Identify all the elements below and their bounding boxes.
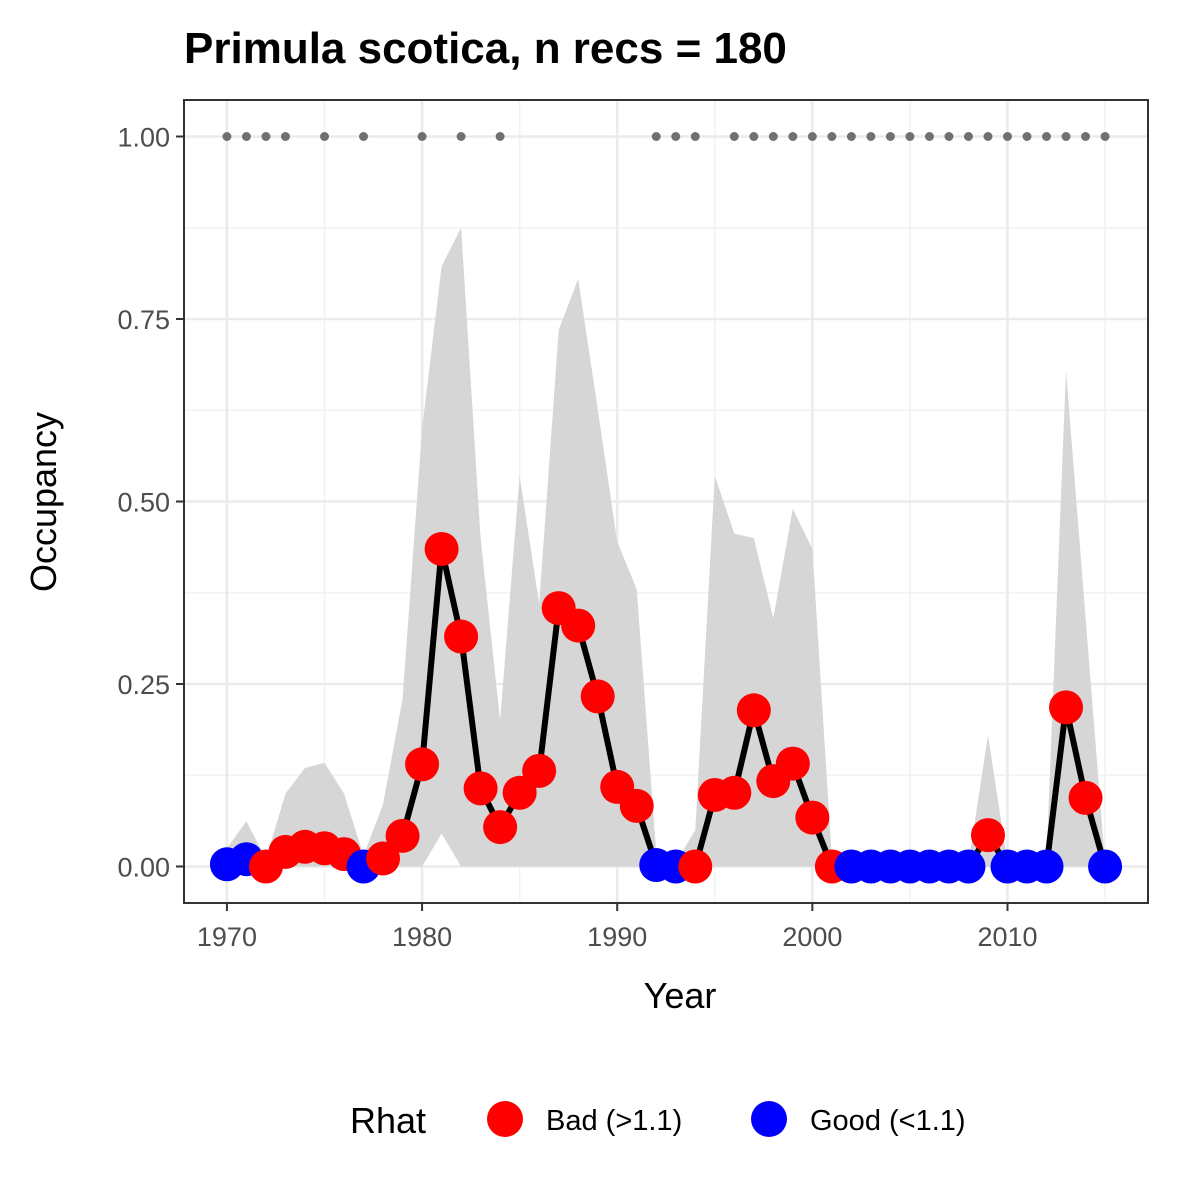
legend-title: Rhat (350, 1100, 426, 1141)
occupancy-point (736, 693, 771, 728)
record-point (495, 132, 505, 141)
occupancy-point (424, 531, 459, 566)
record-point (359, 132, 369, 141)
credible-interval-ribbon-group (226, 227, 1106, 867)
record-points (222, 132, 1110, 141)
record-point (807, 132, 817, 141)
legend-label-bad: Bad (>1.1) (546, 1105, 682, 1137)
occupancy-point (775, 746, 810, 781)
credible-interval-ribbon (226, 227, 1106, 867)
legend-key-good (751, 1101, 787, 1137)
occupancy-point (1049, 690, 1084, 725)
y-tick-label: 0.75 (117, 305, 170, 335)
occupancy-point (502, 775, 537, 810)
legend-label-good: Good (<1.1) (810, 1105, 966, 1137)
record-point (944, 132, 954, 141)
occupancy-point (619, 788, 654, 823)
occupancy-point (444, 619, 479, 654)
occupancy-point (385, 818, 420, 853)
record-point (1022, 132, 1032, 141)
record-point (280, 132, 290, 141)
record-point (768, 132, 778, 141)
occupancy-line (226, 546, 1108, 870)
y-tick-label: 1.00 (117, 123, 170, 153)
occupancy-point (717, 775, 752, 810)
record-point (1100, 132, 1110, 141)
record-point (417, 132, 427, 141)
record-point (983, 132, 993, 141)
record-point (456, 132, 466, 141)
x-tick-label: 1990 (587, 922, 647, 952)
record-point (651, 132, 661, 141)
y-tick-label: 0.00 (117, 853, 170, 883)
occupancy-line-group (226, 546, 1108, 870)
record-point (924, 132, 934, 141)
occupancy-point (1068, 780, 1103, 815)
occupancy-point (561, 608, 596, 643)
record-point (690, 132, 700, 141)
y-axis-title: Occupancy (23, 412, 64, 592)
x-tick-label: 1980 (392, 922, 452, 952)
occupancy-point (366, 841, 401, 876)
occupancy-point (1029, 849, 1064, 884)
occupancy-point (405, 747, 440, 782)
record-point (241, 132, 251, 141)
x-tick-label: 1970 (197, 922, 257, 952)
y-tick-label: 0.25 (117, 670, 170, 700)
record-point (885, 132, 895, 141)
occupancy-point (970, 818, 1005, 853)
record-point (1002, 132, 1012, 141)
record-point (1081, 132, 1091, 141)
legend: Rhat Bad (>1.1) Good (<1.1) (350, 1100, 966, 1141)
occupancy-point (951, 849, 986, 884)
occupancy-points (209, 531, 1123, 884)
occupancy-point (580, 679, 615, 714)
axis-ticks (176, 135, 1009, 911)
occupancy-point (483, 810, 518, 845)
y-tick-label: 0.50 (117, 488, 170, 518)
y-tick-labels: 0.00 0.25 0.50 0.75 1.00 (117, 123, 170, 883)
x-tick-label: 2000 (782, 922, 842, 952)
occupancy-point (522, 753, 557, 788)
occupancy-point (1088, 849, 1123, 884)
x-axis-title: Year (644, 975, 717, 1016)
record-point (905, 132, 915, 141)
x-tick-labels: 1970 1980 1990 2000 2010 (197, 922, 1038, 952)
occupancy-point (463, 771, 498, 806)
occupancy-point (678, 849, 713, 884)
record-point (963, 132, 973, 141)
record-point (729, 132, 739, 141)
record-point (1061, 132, 1071, 141)
record-point (866, 132, 876, 141)
chart-title: Primula scotica, n recs = 180 (184, 24, 787, 73)
record-point (846, 132, 856, 141)
x-tick-label: 2010 (977, 922, 1037, 952)
record-point (671, 132, 681, 141)
record-point (222, 132, 232, 141)
legend-key-bad (487, 1101, 523, 1137)
record-point (261, 132, 271, 141)
record-point (788, 132, 798, 141)
record-point (827, 132, 837, 141)
occupancy-point (795, 800, 830, 835)
record-point (1042, 132, 1052, 141)
record-point (320, 132, 330, 141)
record-point (749, 132, 759, 141)
